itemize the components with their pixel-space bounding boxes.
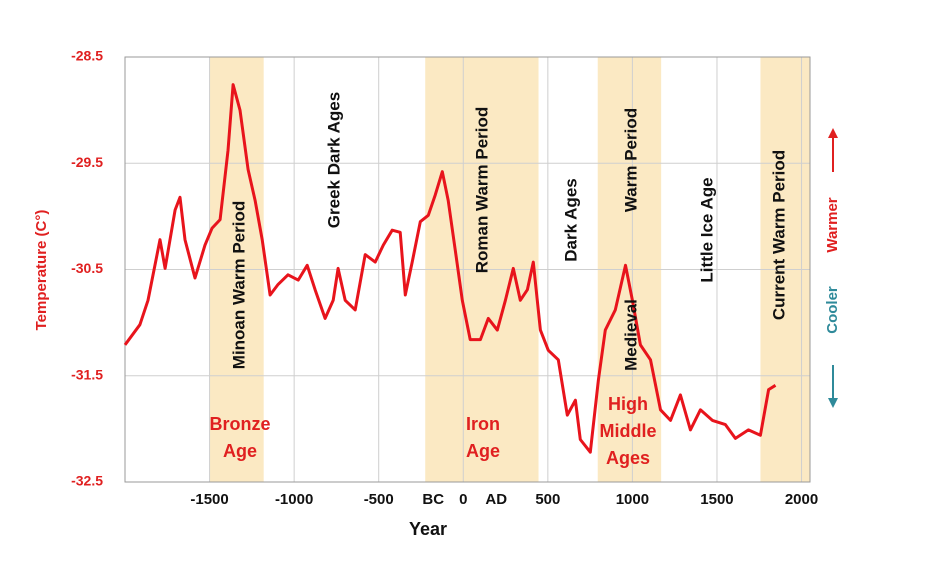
y-axis-label: Temperature (C°) [33,210,50,331]
y-tick-label: -31.5 [71,366,103,382]
period-annotation: Current Warm Period [769,150,788,320]
direction-label: Cooler [824,286,841,334]
period-annotation: Dark Ages [561,178,580,261]
arrow-head [828,398,838,408]
data-line [123,83,777,454]
x-tick-label: 1000 [616,491,649,508]
period-annotation: Minoan Warm Period [229,201,248,369]
y-tick-label: -32.5 [71,473,103,489]
y-tick-label: -29.5 [71,154,103,170]
x-tick-label: -1000 [275,491,313,508]
period-annotation: Little Ice Age [697,177,716,282]
age-label: Age [223,441,257,461]
age-label: Ages [606,448,650,468]
x-tick-label: -1500 [190,491,228,508]
age-label: Iron [466,414,500,434]
x-tick-label: 1500 [700,491,733,508]
age-label: Bronze [209,414,270,434]
x-tick-label: 2000 [785,491,818,508]
plot-frame [124,56,811,483]
period-annotation: Greek Dark Ages [324,92,343,228]
age-label: Age [466,441,500,461]
x-tick-label: -500 [364,491,394,508]
period-annotation: Warm Period [621,108,640,212]
y-tick-label: -28.5 [71,48,103,64]
period-annotation: Medieval [621,299,640,371]
x-axis-label: Year [409,519,447,539]
arrow-head [828,128,838,138]
direction-label: Warmer [824,197,841,252]
era-label: BC [422,491,444,508]
x-tick-label: 0 [459,491,467,508]
y-tick-label: -30.5 [71,260,103,276]
era-label: AD [485,491,507,508]
period-annotation: Roman Warm Period [472,107,491,274]
age-label: Middle [600,421,657,441]
age-label: High [608,394,648,414]
x-tick-label: 500 [535,491,560,508]
